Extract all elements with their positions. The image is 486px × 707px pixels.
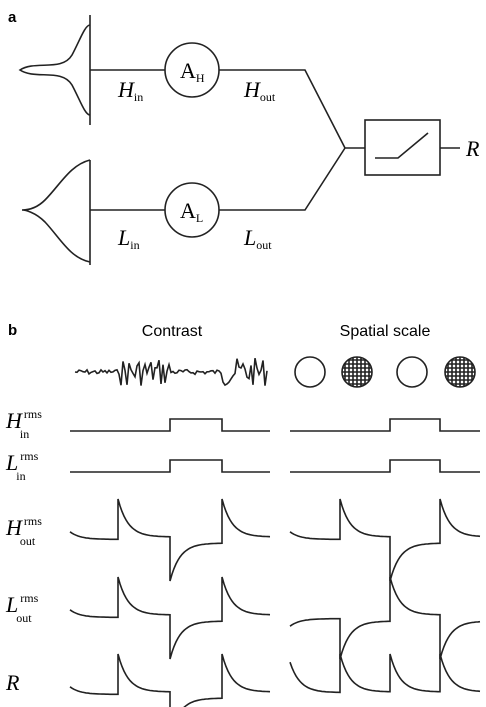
- label-part: rms: [20, 449, 38, 463]
- column-title: Spatial scale: [340, 323, 431, 340]
- grating-line: [344, 359, 370, 385]
- response-trace: [69, 498, 271, 582]
- amp-label: AH: [180, 58, 205, 85]
- nonlinearity: [364, 119, 441, 176]
- grating-line: [344, 359, 366, 381]
- label-part: out: [16, 611, 32, 625]
- rectifier-icon: [375, 132, 429, 159]
- noise-stimulus: [74, 358, 268, 387]
- grating-stimulus: [294, 356, 326, 388]
- stimuli: [74, 356, 476, 388]
- filter-profile: [18, 24, 91, 116]
- response-trace: [290, 459, 480, 473]
- grating-stimulus: [396, 356, 428, 388]
- response-trace: [289, 498, 481, 582]
- signal-label: Lout: [243, 225, 272, 252]
- grating-line: [342, 357, 372, 387]
- filter-profile: [21, 159, 91, 263]
- traces: [69, 418, 481, 707]
- response-trace: [289, 576, 481, 660]
- panel-label: b: [8, 322, 17, 339]
- grating-line: [447, 359, 473, 385]
- signal-label: Hout: [243, 77, 276, 104]
- response-trace: [70, 459, 270, 473]
- signal-label: Hin: [117, 77, 143, 104]
- response-trace: [69, 653, 271, 707]
- signal-label: Lin: [117, 225, 140, 252]
- amp-label: AL: [180, 198, 203, 225]
- label-part: rms: [24, 514, 42, 528]
- grating-line: [348, 363, 370, 385]
- grating-line: [445, 357, 475, 387]
- grating-line: [447, 359, 469, 381]
- label-part: rms: [20, 591, 38, 605]
- grating-line: [445, 357, 475, 387]
- grating-line: [451, 363, 473, 385]
- output-label: R: [465, 136, 480, 161]
- grating-line: [342, 357, 372, 387]
- label-part: rms: [24, 407, 42, 421]
- column-title: Contrast: [142, 323, 203, 340]
- amplifier: [164, 182, 220, 238]
- label-part: L: [5, 592, 18, 617]
- wire: [90, 69, 460, 211]
- label-part: in: [16, 469, 25, 483]
- label-part: R: [5, 670, 20, 695]
- label-part: in: [20, 427, 29, 441]
- response-trace: [290, 418, 480, 432]
- response-trace: [70, 418, 270, 432]
- label-part: out: [20, 534, 36, 548]
- label-part: H: [5, 408, 23, 433]
- response-trace: [69, 576, 271, 660]
- amplifier: [164, 42, 220, 98]
- response-trace: [289, 653, 481, 694]
- label-part: L: [5, 450, 18, 475]
- row-label: R: [5, 670, 20, 695]
- panel-label: a: [8, 9, 17, 26]
- label-part: H: [5, 515, 23, 540]
